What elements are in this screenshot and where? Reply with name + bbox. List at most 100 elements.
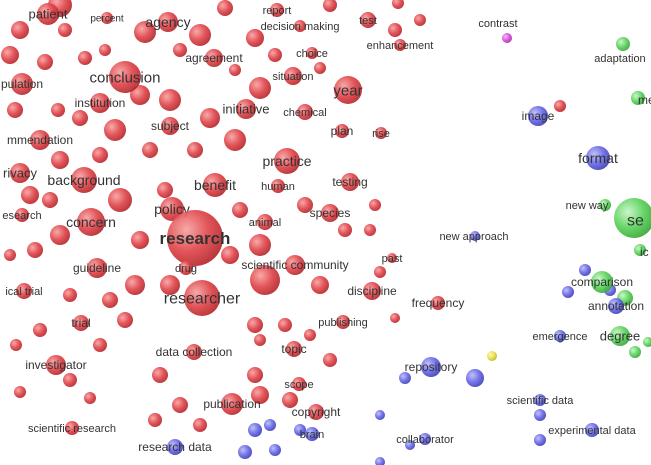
background-bubble [579, 264, 591, 276]
background-bubble [470, 231, 480, 241]
term-node-degree[interactable]: degree [600, 326, 640, 346]
term-node-mmendation[interactable]: mmendation [7, 130, 73, 150]
term-label: agency [145, 14, 190, 30]
term-node-year[interactable]: year [333, 76, 363, 104]
term-node-scientific-data[interactable]: scientific data [507, 394, 575, 407]
term-label: researcher [164, 291, 241, 308]
term-node-policy[interactable]: policy [154, 197, 190, 221]
term-label: scientific data [507, 395, 575, 407]
term-label: testing [332, 175, 367, 189]
term-node-situation[interactable]: situation [273, 67, 314, 85]
term-node-rivacy[interactable]: rivacy [3, 163, 37, 183]
term-node-guideline[interactable]: guideline [73, 258, 121, 278]
background-bubble [200, 108, 220, 128]
term-node-agency[interactable]: agency [145, 12, 191, 32]
term-node-research-data[interactable]: research data [138, 439, 212, 455]
term-node-se[interactable]: se [627, 213, 644, 230]
term-label: experimental data [548, 425, 636, 437]
term-node-frequency[interactable]: frequency [412, 296, 465, 310]
term-node-emergence[interactable]: emergence [532, 331, 587, 343]
term-node-initiative[interactable]: initiative [223, 99, 270, 119]
term-node-animal[interactable]: animal [249, 214, 281, 230]
term-label: decision making [261, 21, 340, 33]
term-node-species[interactable]: species [310, 204, 351, 222]
background-bubble [42, 192, 58, 208]
term-node-esearch[interactable]: esearch [2, 208, 42, 222]
term-label: background [47, 172, 120, 188]
term-node-new-way[interactable]: new way [566, 200, 609, 212]
term-node-past[interactable]: past [382, 253, 403, 265]
term-node-ic[interactable]: ic [640, 245, 649, 259]
term-node-choice[interactable]: choice [296, 47, 328, 60]
term-node-chemical[interactable]: chemical [283, 104, 327, 120]
background-bubble [248, 423, 262, 437]
term-node-repository[interactable]: repository [405, 357, 458, 377]
term-node-new-approach[interactable]: new approach [439, 231, 508, 243]
term-node-comparison[interactable]: comparison [571, 271, 633, 293]
term-node-drug[interactable]: drug [175, 261, 197, 275]
term-node-discipline[interactable]: discipline [347, 282, 397, 300]
term-node-decision-making[interactable]: decision making [261, 20, 340, 33]
term-node-test[interactable]: test [359, 12, 377, 28]
term-node-practice[interactable]: practice [262, 148, 312, 174]
term-node-format[interactable]: format [578, 146, 618, 170]
term-label: collaborator [396, 434, 454, 446]
term-node-subject[interactable]: subject [151, 117, 190, 135]
term-node-ical-trial[interactable]: ical trial [5, 283, 43, 299]
background-bubble [599, 199, 611, 211]
term-node-research[interactable]: research [160, 210, 231, 266]
term-node-percent[interactable]: percent [90, 12, 124, 25]
background-bubble [562, 286, 574, 298]
background-bubble [405, 440, 415, 450]
term-bubble [591, 271, 613, 293]
term-node-publishing[interactable]: publishing [318, 315, 368, 329]
term-node-publication[interactable]: publication [203, 393, 261, 415]
term-node-patient[interactable]: patient [28, 3, 68, 25]
term-node-agreement[interactable]: agreement [185, 49, 243, 67]
term-node-me[interactable]: me [638, 93, 651, 107]
term-node-conclusion[interactable]: conclusion [90, 61, 161, 93]
term-node-scope[interactable]: scope [284, 377, 314, 391]
term-label: chemical [283, 107, 326, 119]
term-node-report[interactable]: report [263, 3, 292, 17]
term-node-topic[interactable]: topic [281, 341, 307, 357]
background-bubble [131, 231, 149, 249]
term-node-scientific-research[interactable]: scientific research [28, 421, 116, 435]
background-bubble [93, 338, 107, 352]
term-node-copyright[interactable]: copyright [292, 404, 341, 420]
term-node-human[interactable]: human [261, 179, 295, 193]
term-label: trial [71, 316, 90, 330]
background-bubble [278, 318, 292, 332]
term-bubble [585, 423, 599, 437]
term-node-data-collection[interactable]: data collection [156, 344, 233, 360]
term-node-concern[interactable]: concern [66, 208, 116, 236]
term-bubble [419, 433, 431, 445]
term-bubble [11, 73, 33, 95]
term-node-trial[interactable]: trial [71, 315, 91, 331]
term-label: guideline [73, 261, 121, 275]
background-bubble [264, 419, 276, 431]
term-node-investigator[interactable]: investigator [25, 355, 87, 375]
term-node-background[interactable]: background [47, 167, 121, 193]
term-node-collaborator[interactable]: collaborator [396, 433, 454, 446]
term-label: drug [175, 263, 197, 275]
term-node-testing[interactable]: testing [332, 173, 368, 191]
term-node-researcher[interactable]: researcher [164, 280, 241, 316]
term-node-institution[interactable]: institution [75, 93, 126, 113]
term-node-contrast[interactable]: contrast [478, 18, 517, 30]
term-node-experimental-data[interactable]: experimental data [548, 423, 637, 437]
background-bubble [314, 62, 326, 74]
term-label: report [263, 5, 292, 17]
term-node-plan[interactable]: plan [331, 124, 354, 138]
term-node-brain[interactable]: brain [300, 427, 324, 441]
term-node-annotation[interactable]: annotation [588, 298, 644, 314]
term-node-benefit[interactable]: benefit [194, 173, 236, 197]
term-node-scientific-community[interactable]: scientific community [241, 255, 349, 275]
term-node-rise[interactable]: rise [372, 127, 390, 140]
term-node-enhancement[interactable]: enhancement [367, 39, 434, 52]
term-node-image[interactable]: image [522, 106, 555, 126]
term-node-pulation[interactable]: pulation [1, 73, 43, 95]
term-node-adaptation[interactable]: adaptation [594, 53, 645, 65]
background-bubble [268, 48, 282, 62]
